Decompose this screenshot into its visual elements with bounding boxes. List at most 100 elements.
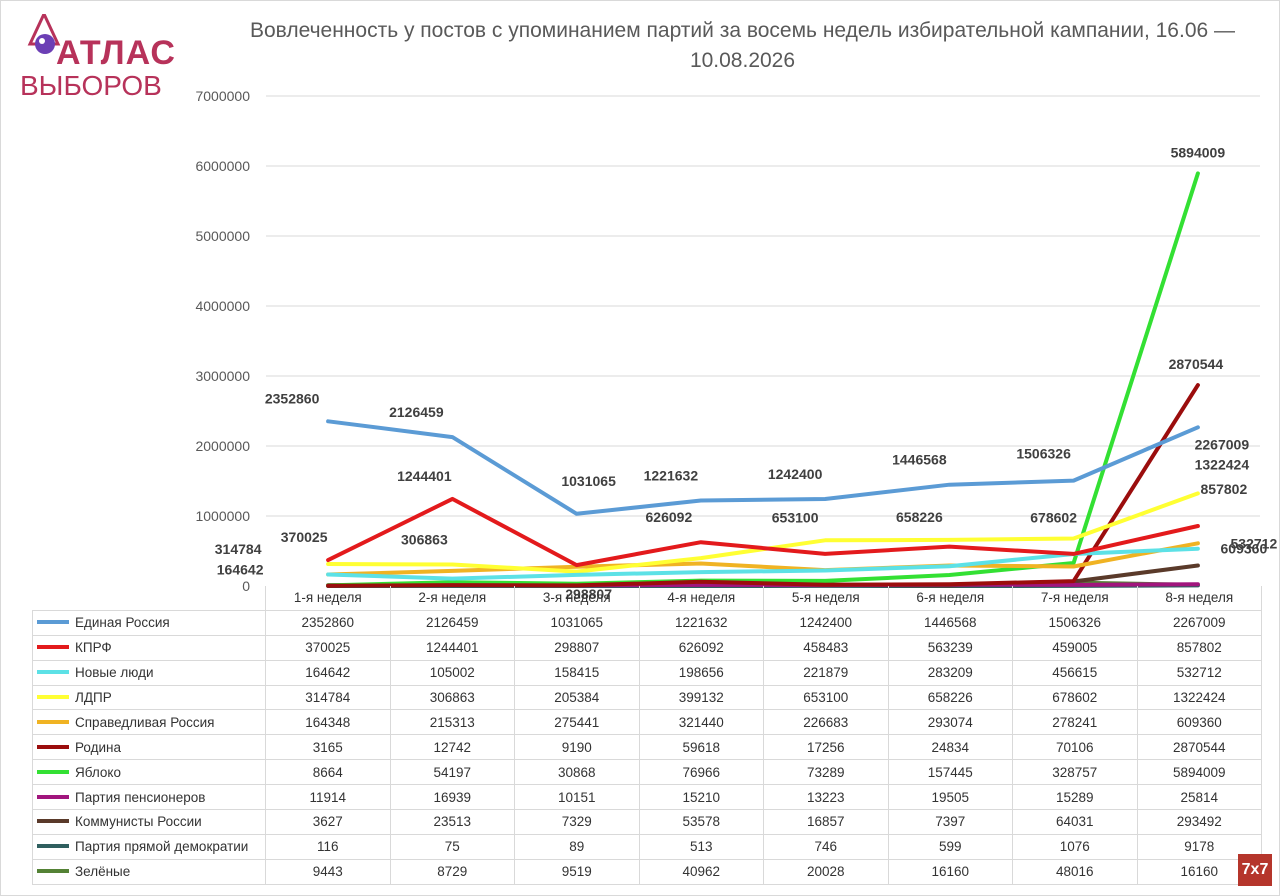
data-label: 1031065 (561, 473, 616, 489)
table-cell: 678602 (1012, 684, 1138, 711)
series-name: Родина (75, 739, 122, 755)
table-cell: 1244401 (389, 634, 515, 661)
y-tick-label: 1000000 (195, 508, 250, 524)
table-cell: 215313 (389, 709, 515, 736)
data-labels: 2352860 2126459 1031065 1221632 1242400 14465… (215, 144, 1278, 600)
data-label: 658226 (896, 509, 943, 525)
data-label: 532712 (1231, 536, 1278, 552)
table-cell: 626092 (638, 634, 764, 661)
legend-key-icon (37, 645, 69, 650)
data-label: 678602 (1030, 509, 1077, 525)
table-cell: 563239 (887, 634, 1013, 661)
table-cell: 399132 (638, 684, 764, 711)
table-cell: 205384 (514, 684, 640, 711)
series-line (326, 496, 1200, 568)
table-cell: 59618 (638, 734, 764, 761)
line-chart: 0 1000000 2000000 3000000 4000000 5000000 6000… (195, 88, 1278, 600)
data-label: 857802 (1201, 481, 1248, 497)
table-cell: 226683 (763, 709, 889, 736)
table-cell: 1242400 (763, 609, 889, 636)
table-cell: 54197 (389, 759, 515, 786)
legend-key-icon (37, 794, 69, 799)
table-cell: 370025 (265, 634, 391, 661)
category-header: 8-я неделя (1136, 586, 1262, 611)
legend-key-icon (37, 769, 69, 774)
y-tick-label: 7000000 (195, 88, 250, 104)
series-name-cell: КПРФ (32, 634, 266, 661)
table-cell: 3627 (265, 809, 391, 835)
atlas-logo: АТЛАС ВЫБОРОВ (18, 14, 175, 104)
series-name: Зелёные (75, 864, 131, 880)
table-cell: 293074 (887, 709, 1013, 736)
y-tick-label: 6000000 (195, 158, 250, 174)
category-header: 7-я неделя (1012, 586, 1138, 611)
legend-key-icon (37, 744, 69, 749)
table-corner (33, 586, 266, 610)
table-cell: 73289 (763, 759, 889, 786)
table-cell: 2870544 (1136, 734, 1262, 761)
table-cell: 8664 (265, 759, 391, 786)
table-cell: 15289 (1012, 784, 1138, 811)
table-cell: 116 (265, 833, 391, 860)
series-name-cell: Яблоко (32, 759, 266, 786)
table-cell: 105002 (389, 659, 515, 686)
data-label: 2352860 (265, 390, 320, 406)
data-table: 1-я неделя 2-я неделя 3-я неделя 4-я неделя… (32, 586, 1262, 885)
table-cell: 16160 (887, 858, 1013, 885)
data-label: 1221632 (644, 467, 699, 483)
source-badge: 7x7 (1238, 854, 1272, 886)
logo-mark-icon (27, 14, 61, 54)
data-label: 2126459 (389, 404, 444, 420)
table-cell: 11914 (265, 784, 391, 811)
logo-line2: ВЫБОРОВ (20, 70, 162, 101)
table-cell: 158415 (514, 659, 640, 686)
y-tick-label: 0 (242, 578, 250, 594)
series-name: Коммунисты России (75, 814, 202, 830)
table-cell: 1506326 (1012, 609, 1138, 636)
gridlines (266, 95, 1260, 517)
data-label: 1322424 (1195, 456, 1250, 472)
table-cell: 9519 (514, 858, 640, 885)
series-line (326, 419, 1200, 516)
table-cell: 13223 (763, 784, 889, 811)
table-cell: 3165 (265, 734, 391, 761)
table-row: Коммунисты России 3627 23513 7329 53578 16857… (32, 809, 1262, 835)
data-label: 1506326 (1016, 446, 1071, 462)
table-cell: 321440 (638, 709, 764, 736)
table-row: Зелёные 9443 8729 9519 40962 20028 16160 48016 1… (32, 858, 1262, 885)
data-label: 2267009 (1195, 436, 1250, 452)
category-header: 6-я неделя (887, 586, 1013, 611)
series-name: Партия прямой демократии (75, 839, 249, 855)
table-cell: 328757 (1012, 759, 1138, 786)
data-label: 5894009 (1171, 144, 1226, 160)
table-cell: 1076 (1012, 833, 1138, 860)
table-cell: 532712 (1136, 659, 1262, 686)
table-cell: 298807 (514, 634, 640, 661)
table-row: Партия пенсионеров 11914 16939 10151 15210 13… (32, 784, 1262, 811)
series-name-cell: Коммунисты России (32, 809, 266, 835)
table-row: Единая Россия 2352860 2126459 1031065 122163… (32, 609, 1262, 636)
table-cell: 275441 (514, 709, 640, 736)
table-cell: 164642 (265, 659, 391, 686)
table-cell: 459005 (1012, 634, 1138, 661)
legend-key-icon (37, 670, 69, 675)
table-cell: 1446568 (887, 609, 1013, 636)
data-label: 1446568 (892, 452, 947, 468)
series-name: ЛДПР (75, 690, 112, 705)
table-cell: 25814 (1136, 784, 1262, 811)
legend-key-icon (37, 719, 69, 724)
data-label: 314784 (215, 541, 262, 557)
table-row: Справедливая Россия 164348 215313 275441 321… (32, 709, 1262, 736)
y-tick-label: 3000000 (195, 368, 250, 384)
table-cell: 40962 (638, 858, 764, 885)
table-cell: 30868 (514, 759, 640, 786)
table-cell: 23513 (389, 809, 515, 835)
table-cell: 456615 (1012, 659, 1138, 686)
category-header: 5-я неделя (763, 586, 889, 611)
table-cell: 20028 (763, 858, 889, 885)
logo-line1: АТЛАС (56, 34, 176, 72)
table-cell: 2267009 (1136, 609, 1262, 636)
legend-key-icon (37, 819, 69, 824)
legend-key-icon (37, 694, 69, 699)
table-cell: 48016 (1012, 858, 1138, 885)
